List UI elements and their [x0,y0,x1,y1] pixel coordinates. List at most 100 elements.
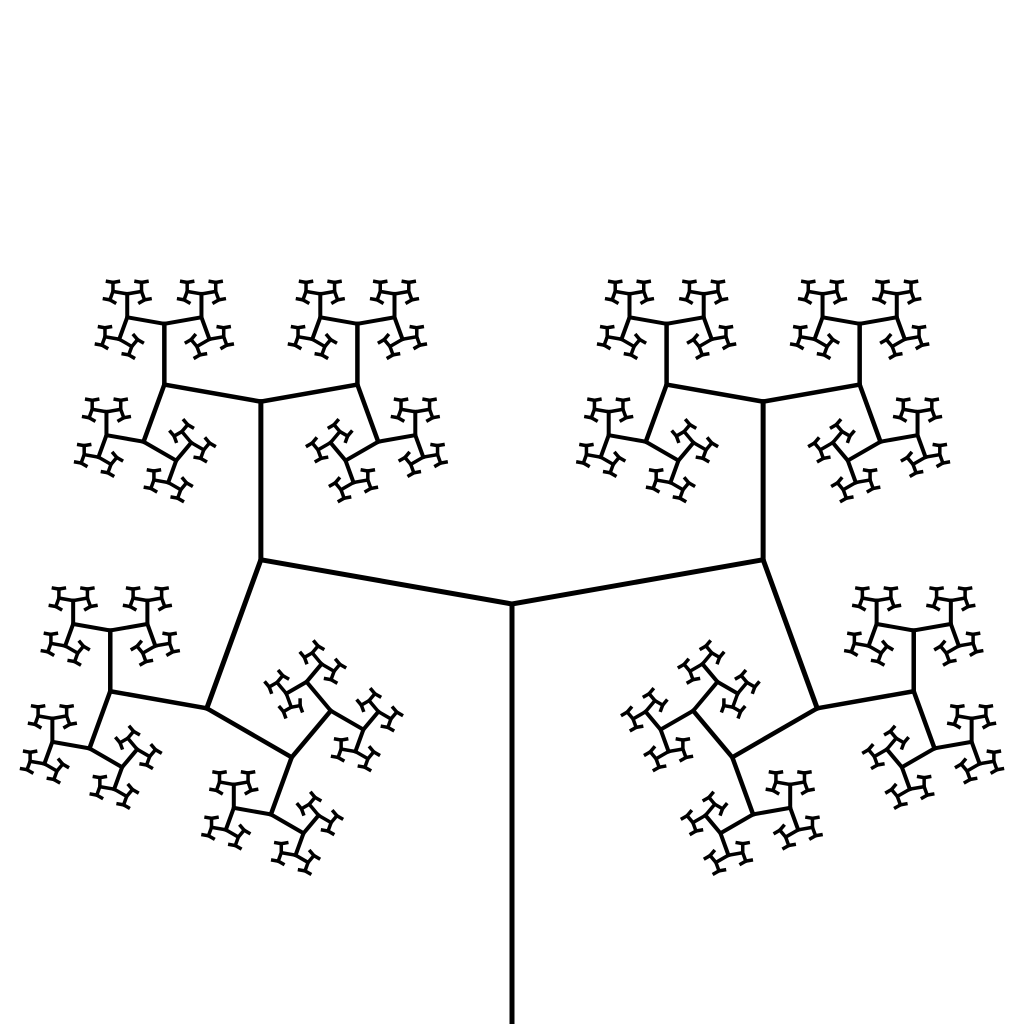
tree-branch [315,643,326,652]
tree-branch [620,397,631,403]
tree-branch [977,759,996,766]
tree-branch [342,457,357,486]
tree-branch [399,407,418,414]
tree-branch [433,460,444,469]
tree-branch [690,812,708,825]
tree-branch [908,470,919,478]
tree-branch [886,604,897,612]
tree-branch [740,840,751,846]
tree-branch [880,279,891,285]
tree-branch [893,802,903,811]
tree-branch [962,777,973,785]
tree-branch [241,827,252,836]
tree-branch [852,641,871,648]
tree-branch [408,454,426,467]
tree-branch [139,279,150,285]
tree-branch [914,432,929,460]
tree-branch [726,850,745,858]
tree-branch [647,745,657,755]
tree-branch [380,724,390,730]
tree-branch [670,429,679,439]
tree-branch [280,673,290,681]
tree-branch [279,850,298,858]
tree-branch [207,334,226,342]
tree-branch [709,440,719,449]
tree-branch [369,296,380,302]
tree-branch [199,289,218,296]
tree-branch [916,324,927,330]
tree-branch [223,827,241,840]
tree-branch [750,684,758,695]
tree-branch [56,586,67,592]
tree-branch [292,830,307,858]
tree-branch [927,415,938,423]
tree-branch [62,721,73,730]
tree-branch [119,746,140,771]
tree-branch [231,805,274,817]
tree-branch [209,815,220,821]
tree-branch [820,314,862,327]
tree-branch [114,455,124,463]
tree-branch [806,279,816,285]
tree-branch [829,439,851,464]
tree-branch [188,332,198,343]
tree-branch [343,433,350,444]
tree-branch [295,802,304,812]
tree-branch [378,289,397,296]
tree-branch [909,279,919,285]
tree-branch [783,827,801,840]
tree-branch [316,812,334,825]
tree-branch [296,324,306,330]
tree-branch [906,297,917,306]
tree-branch [981,721,992,730]
tree-branch [675,439,697,464]
tree-branch [188,440,207,453]
tree-branch [194,336,212,349]
tree-branch [107,621,150,633]
tree-branch [315,440,333,453]
tree-branch [279,840,289,846]
tree-branch [575,460,586,466]
tree-branch [185,289,204,296]
tree-branch [97,784,117,792]
tree-branch [97,774,108,780]
tree-branch [277,704,286,715]
tree-branch [144,621,158,649]
tree-branch [833,417,843,428]
tree-branch [207,440,217,449]
tree-branch [111,764,125,792]
tree-branch [760,381,863,405]
tree-branch [414,324,425,330]
tree-branch [151,468,162,474]
tree-branch [82,452,101,460]
tree-branch [658,727,672,755]
tree-branch [354,381,382,445]
tree-branch [715,279,726,285]
tree-branch [718,806,725,817]
tree-branch [729,705,821,761]
tree-branch [642,708,664,733]
tree-branch [217,779,236,787]
tree-branch [991,749,1002,755]
tree-branch [159,586,170,592]
tree-branch [958,757,968,767]
tree-branch [130,787,140,795]
tree-branch [592,407,611,414]
tree-branch [773,770,784,776]
tree-branch [651,764,662,773]
tree-branch [179,429,194,446]
tree-branch [695,352,705,361]
tree-branch [111,786,130,799]
tree-branch [868,468,878,474]
tree-branch [721,342,732,351]
tree-branch [110,279,121,285]
tree-branch [686,480,696,489]
tree-branch [810,815,820,821]
tree-branch [707,848,717,859]
tree-branch [860,596,879,603]
tree-branch [412,432,426,460]
tree-branch [717,811,756,836]
tree-branch [910,454,928,467]
tree-branch [257,556,515,607]
